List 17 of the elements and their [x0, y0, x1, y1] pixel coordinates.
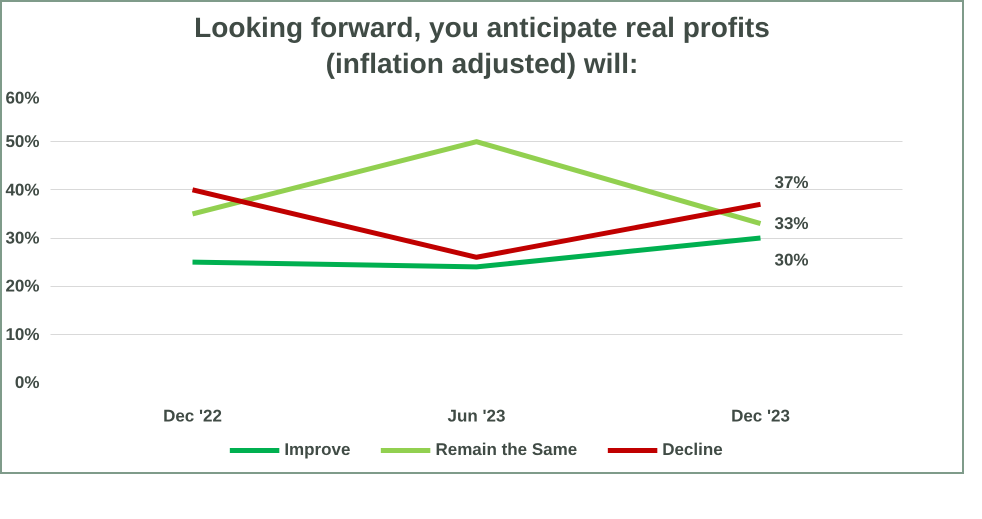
- y-tick-label: 60%: [5, 88, 40, 108]
- y-tick-label: 50%: [5, 132, 40, 151]
- chart-title: Looking forward, you anticipate real profits (inflation adjusted) will:: [194, 11, 770, 82]
- legend-label: Decline: [662, 440, 723, 460]
- data-label: 33%: [774, 214, 809, 233]
- y-tick-label: 20%: [5, 276, 40, 296]
- x-tick-label: Dec '23: [731, 406, 790, 426]
- x-tick-label: Jun '23: [448, 406, 506, 426]
- y-tick-label: 0%: [14, 372, 40, 392]
- data-label: 37%: [774, 172, 809, 192]
- y-tick-label: 10%: [5, 324, 40, 344]
- x-tick-label: Dec '22: [163, 406, 222, 426]
- data-label: 30%: [774, 250, 809, 270]
- y-tick-label: 40%: [5, 180, 40, 200]
- y-tick-label: 30%: [5, 228, 40, 248]
- legend-label: Remain the Same: [435, 440, 578, 460]
- legend-label: Improve: [284, 440, 350, 460]
